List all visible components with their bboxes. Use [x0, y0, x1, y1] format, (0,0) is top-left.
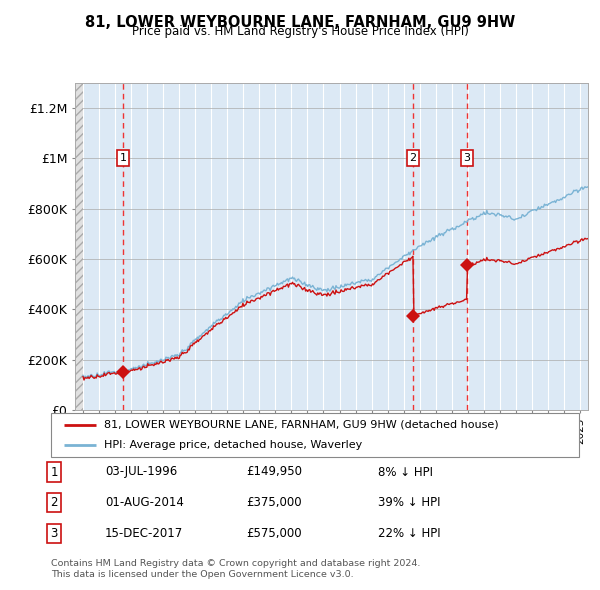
- Bar: [75, 83, 83, 410]
- Text: £149,950: £149,950: [246, 466, 302, 478]
- Text: 81, LOWER WEYBOURNE LANE, FARNHAM, GU9 9HW: 81, LOWER WEYBOURNE LANE, FARNHAM, GU9 9…: [85, 15, 515, 30]
- Text: 39% ↓ HPI: 39% ↓ HPI: [378, 496, 440, 509]
- Text: 01-AUG-2014: 01-AUG-2014: [105, 496, 184, 509]
- Text: 8% ↓ HPI: 8% ↓ HPI: [378, 466, 433, 478]
- Text: 2: 2: [409, 153, 416, 163]
- Text: 1: 1: [119, 153, 127, 163]
- Text: Price paid vs. HM Land Registry's House Price Index (HPI): Price paid vs. HM Land Registry's House …: [131, 25, 469, 38]
- Text: 03-JUL-1996: 03-JUL-1996: [105, 466, 177, 478]
- Text: 3: 3: [50, 527, 58, 540]
- Text: 3: 3: [464, 153, 470, 163]
- Text: This data is licensed under the Open Government Licence v3.0.: This data is licensed under the Open Gov…: [51, 571, 353, 579]
- Text: £575,000: £575,000: [246, 527, 302, 540]
- Text: Contains HM Land Registry data © Crown copyright and database right 2024.: Contains HM Land Registry data © Crown c…: [51, 559, 421, 568]
- Text: HPI: Average price, detached house, Waverley: HPI: Average price, detached house, Wave…: [104, 440, 362, 450]
- Text: 1: 1: [50, 466, 58, 478]
- Text: 22% ↓ HPI: 22% ↓ HPI: [378, 527, 440, 540]
- Text: 81, LOWER WEYBOURNE LANE, FARNHAM, GU9 9HW (detached house): 81, LOWER WEYBOURNE LANE, FARNHAM, GU9 9…: [104, 420, 499, 430]
- FancyBboxPatch shape: [51, 413, 579, 457]
- Text: 15-DEC-2017: 15-DEC-2017: [105, 527, 183, 540]
- Text: 2: 2: [50, 496, 58, 509]
- Text: £375,000: £375,000: [246, 496, 302, 509]
